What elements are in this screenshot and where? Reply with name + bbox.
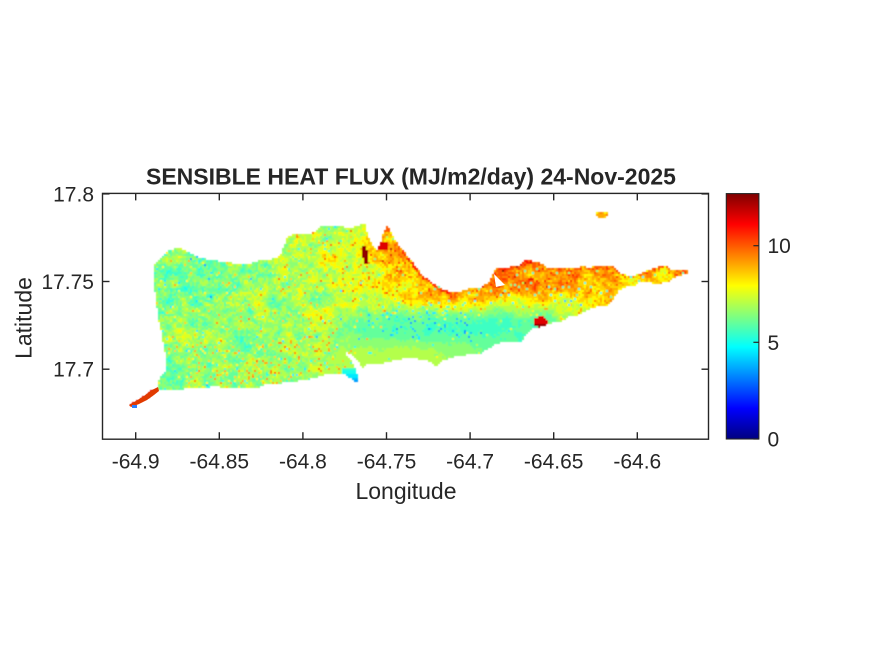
svg-text:Longitude: Longitude — [355, 478, 456, 504]
svg-text:-64.9: -64.9 — [112, 450, 160, 473]
svg-text:-64.8: -64.8 — [279, 450, 327, 473]
svg-text:-64.85: -64.85 — [190, 450, 250, 473]
svg-text:17.75: 17.75 — [41, 271, 94, 294]
svg-text:SENSIBLE HEAT FLUX (MJ/m2/day): SENSIBLE HEAT FLUX (MJ/m2/day) 24-Nov-20… — [146, 164, 676, 190]
svg-text:5: 5 — [768, 332, 780, 355]
svg-text:Latitude: Latitude — [11, 277, 37, 359]
svg-text:-64.65: -64.65 — [524, 450, 584, 473]
svg-text:-64.75: -64.75 — [357, 450, 417, 473]
svg-text:0: 0 — [768, 429, 780, 452]
svg-text:-64.7: -64.7 — [446, 450, 494, 473]
svg-text:17.7: 17.7 — [53, 359, 94, 382]
svg-text:17.8: 17.8 — [53, 183, 94, 206]
svg-text:10: 10 — [768, 235, 791, 258]
svg-text:-64.6: -64.6 — [613, 450, 661, 473]
